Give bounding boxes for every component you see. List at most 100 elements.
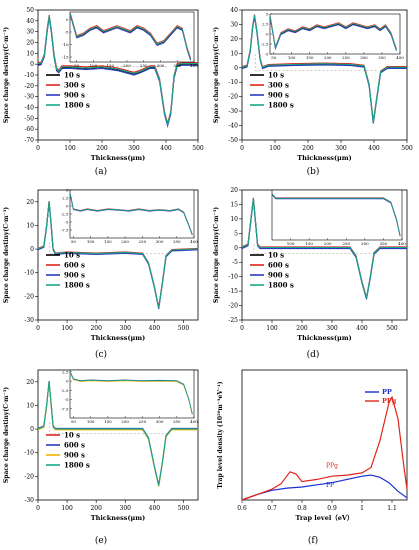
inset-x-tick-label: 200 <box>123 63 131 68</box>
inset-x-tick-label: 350 <box>378 55 386 60</box>
y-tick-label: -50 <box>228 137 238 144</box>
y-tick-label: -20 <box>24 83 34 90</box>
x-tick-label: 300 <box>335 145 347 152</box>
inset-y-tick-label: 5 <box>66 188 69 193</box>
inset-x-tick-label: 150 <box>104 239 112 244</box>
inset-guide <box>254 54 377 71</box>
inset-series-line <box>69 14 191 61</box>
x-tick-label: 0 <box>36 145 40 152</box>
y-tick-label: 20 <box>26 199 34 206</box>
y-tick-label: -30 <box>24 94 34 101</box>
y-tick-label: -10 <box>24 450 34 457</box>
inset-series-line <box>69 193 193 236</box>
y-tick-label: -20 <box>24 473 34 480</box>
annotation-pp: PP <box>326 482 334 489</box>
inset-x-tick-label: 250 <box>342 241 350 246</box>
y-tick-label: 10 <box>230 216 238 223</box>
inset-x-tick-label: 350 <box>173 63 181 68</box>
y-tick-label: 0 <box>30 246 34 253</box>
y-axis-label: Space charge destiny(C·m⁻³) <box>213 27 220 123</box>
y-tick-label: 0 <box>234 65 238 72</box>
inset-y-tick-label: 2.5 <box>62 196 69 201</box>
inset-y-tick-label: -10 <box>62 42 69 47</box>
inset-x-tick-label: 150 <box>306 55 314 60</box>
inset-y-tick-label: -7.5 <box>61 406 69 411</box>
inset-x-tick-label: 200 <box>324 55 332 60</box>
x-tick-label: 500 <box>178 325 190 332</box>
legend-label: 10 s <box>64 71 80 80</box>
inset-x-tick-label: 250 <box>342 55 350 60</box>
plot-frame <box>241 9 408 141</box>
inset-series-line <box>69 193 193 235</box>
x-tick-label: 200 <box>302 145 314 152</box>
x-tick-label: 1 <box>360 505 364 512</box>
y-tick-label: 20 <box>230 187 238 194</box>
chart-panel-a: 0 100 200 300 400 500-70-60-50-40-30-20-10010… <box>3 7 204 162</box>
inset-x-tick-label: 200 <box>324 241 332 246</box>
inset-x-tick-label: 50 <box>74 63 80 68</box>
y-tick-label: 20 <box>26 40 34 47</box>
y-axis-label: Space charge destiny(C·m⁻³) <box>213 207 220 303</box>
inset-y-tick-label: -5 <box>65 220 69 225</box>
x-tick-label: 400 <box>368 145 380 152</box>
legend-label: PPg <box>382 397 397 405</box>
inset-y-tick-label: -2.5 <box>61 212 69 217</box>
y-tick-label: 10 <box>26 50 34 57</box>
inset-x-tick-label: 350 <box>380 241 388 246</box>
y-tick-label: 50 <box>26 7 34 14</box>
inset-y-tick-label: 0 <box>66 17 69 22</box>
x-tick-label: 0 <box>36 505 40 512</box>
inset-y-tick-label: -15 <box>62 55 69 60</box>
x-axis-label: Thickness(μm) <box>91 154 145 162</box>
x-tick-label: 1.1 <box>387 505 397 512</box>
x-tick-label: 0.6 <box>237 505 247 512</box>
inset-y-tick-label: -5 <box>65 30 69 35</box>
y-tick-label: -60 <box>24 126 34 133</box>
inset-x-tick-label: 150 <box>305 241 313 246</box>
legend-label: 1800 s <box>64 281 90 290</box>
x-tick-label: 100 <box>64 145 76 152</box>
inset-frame <box>269 13 401 55</box>
inset-x-tick-label: 100 <box>87 239 95 244</box>
x-tick-label: 200 <box>96 145 108 152</box>
y-tick-label: -30 <box>24 317 34 324</box>
legend-label: 300 s <box>268 81 289 90</box>
legend-label: 600 s <box>64 441 85 450</box>
x-tick-label: 200 <box>90 325 102 332</box>
series-line-1800s <box>37 201 199 309</box>
x-tick-label: 300 <box>128 145 140 152</box>
legend-label: 10 s <box>268 251 284 260</box>
inset-frame <box>69 189 195 239</box>
inset-y-tick-label: -2.5 <box>261 42 269 47</box>
x-tick-label: 300 <box>120 505 132 512</box>
legend-label: 900 s <box>268 271 289 280</box>
x-axis-label: Thickness(μm) <box>91 334 145 342</box>
x-axis-label: Trap level（eV） <box>296 514 354 522</box>
y-tick-label: -5 <box>232 259 238 266</box>
chart-panel-b: 0 100 200 300 400 500-50-40-30-20-10010203040… <box>213 7 413 162</box>
x-tick-label: 0 <box>36 325 40 332</box>
inset-x-tick-label: 400 <box>190 63 198 68</box>
y-axis-label: Space charge destiny(C·m⁻³) <box>3 207 10 303</box>
inset-y-tick-label: -2.5 <box>61 388 69 393</box>
x-tick-label: 500 <box>192 145 204 152</box>
inset-y-tick-label: 2.5 <box>262 22 269 27</box>
x-tick-label: 300 <box>326 325 338 332</box>
y-tick-label: 10 <box>26 402 34 409</box>
inset-chart: 50 100 150 200 250 300 350 400 0 -5 -10 -15 <box>62 11 198 68</box>
legend-label: 900 s <box>268 91 289 100</box>
series-line-ppg <box>241 395 408 501</box>
y-tick-label: 30 <box>26 29 34 36</box>
inset-y-tick-label: -5 <box>265 52 269 57</box>
x-tick-label: 400 <box>356 325 368 332</box>
inset-y-tick-label: 2.5 <box>62 369 69 374</box>
inset-x-tick-label: 300 <box>361 241 369 246</box>
y-tick-label: -70 <box>24 137 34 144</box>
y-tick-label: -25 <box>228 317 238 324</box>
inset-series-line <box>271 193 401 236</box>
x-tick-label: 100 <box>61 325 73 332</box>
y-tick-label: 0 <box>234 245 238 252</box>
inset-series-line <box>269 15 397 50</box>
inset-x-tick-label: 100 <box>87 419 95 424</box>
